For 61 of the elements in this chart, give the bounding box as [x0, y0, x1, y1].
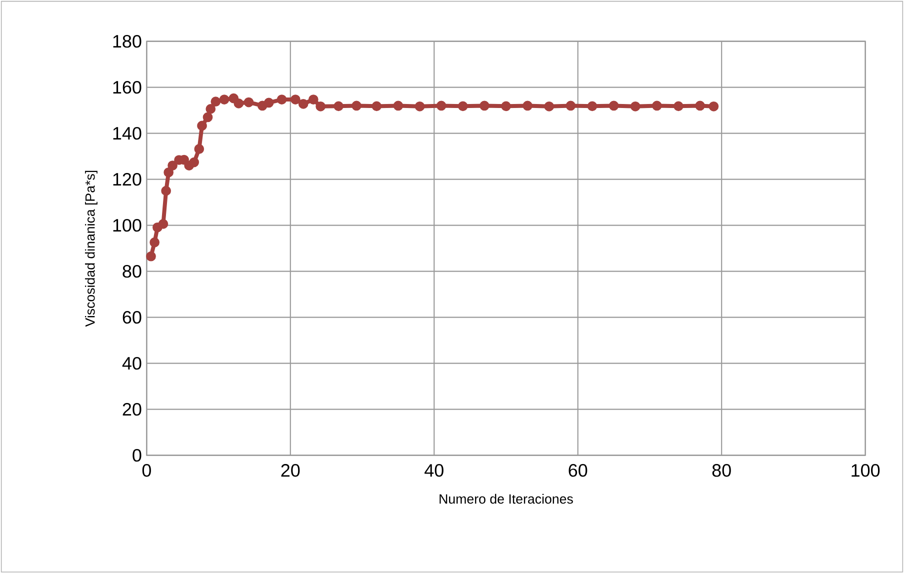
- point: [566, 100, 576, 110]
- y-tick-label: 60: [122, 310, 142, 324]
- point: [436, 100, 446, 110]
- point: [708, 101, 719, 112]
- point: [164, 167, 174, 178]
- point: [630, 101, 640, 112]
- y-tick-label: 0: [132, 448, 142, 462]
- point: [158, 218, 168, 229]
- x-tick-label: 80: [712, 464, 731, 477]
- point: [544, 101, 554, 112]
- point: [298, 98, 308, 109]
- point: [372, 101, 382, 111]
- x-tick-label: 60: [568, 464, 588, 477]
- point: [695, 100, 705, 110]
- point: [480, 100, 490, 110]
- point: [316, 101, 326, 112]
- point: [202, 112, 213, 122]
- point: [206, 104, 216, 114]
- point: [352, 100, 362, 110]
- point: [197, 120, 207, 131]
- point: [219, 94, 230, 104]
- y-tick-label: 40: [122, 356, 142, 370]
- point: [210, 96, 221, 106]
- x-tick-label: 40: [424, 464, 444, 477]
- point: [189, 157, 200, 168]
- point: [652, 100, 662, 110]
- point: [674, 101, 684, 111]
- y-tick-label: 160: [113, 80, 142, 94]
- y-tick-label: 80: [122, 264, 142, 278]
- point: [308, 94, 318, 104]
- point: [146, 251, 156, 262]
- y-tick-label: 180: [113, 34, 142, 48]
- point: [161, 186, 172, 196]
- y-tick-label: 140: [113, 126, 142, 140]
- x-axis-title: Numero de Iteraciones: [440, 494, 573, 504]
- x-tick-label: 0: [142, 464, 151, 477]
- y-tick-label: 120: [113, 172, 142, 186]
- x-tick-label: 20: [281, 464, 300, 477]
- y-tick-label: 100: [113, 218, 142, 232]
- point: [414, 101, 425, 112]
- point: [152, 222, 162, 232]
- point: [234, 98, 244, 108]
- point: [168, 160, 178, 170]
- point: [608, 100, 619, 110]
- point: [393, 100, 404, 110]
- point: [244, 97, 254, 108]
- point: [501, 101, 511, 111]
- point: [458, 101, 468, 111]
- point: [334, 101, 344, 111]
- point: [228, 93, 239, 104]
- x-tick-label: 100: [852, 464, 880, 477]
- point: [264, 98, 274, 108]
- y-tick-label: 20: [122, 402, 142, 416]
- point: [587, 101, 598, 111]
- y-axis-title: Viscosidad dinanica [Pa*s]: [85, 170, 98, 327]
- point: [290, 94, 300, 104]
- point: [522, 100, 532, 110]
- point: [257, 100, 268, 110]
- point: [150, 237, 160, 248]
- point: [194, 144, 204, 154]
- point: [276, 94, 287, 104]
